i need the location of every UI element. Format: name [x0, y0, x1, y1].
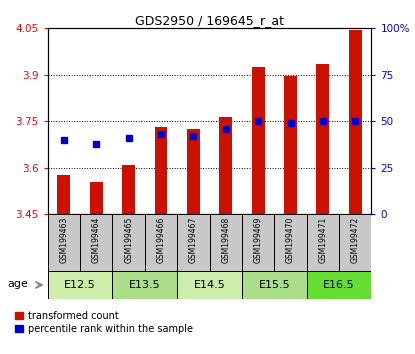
Bar	[187, 129, 200, 214]
Bar	[210, 214, 242, 271]
Text: GSM199471: GSM199471	[318, 217, 327, 263]
Bar	[316, 64, 330, 214]
Bar	[48, 271, 112, 299]
Bar	[242, 271, 307, 299]
Bar	[80, 214, 112, 271]
Text: GSM199468: GSM199468	[221, 217, 230, 263]
Bar	[307, 271, 371, 299]
Text: GSM199469: GSM199469	[254, 216, 263, 263]
Text: E16.5: E16.5	[323, 280, 355, 290]
Text: age: age	[7, 279, 28, 289]
Bar	[57, 176, 71, 214]
Bar	[307, 214, 339, 271]
Bar	[177, 214, 210, 271]
Bar	[154, 127, 168, 214]
Text: GSM199465: GSM199465	[124, 216, 133, 263]
Text: E13.5: E13.5	[129, 280, 161, 290]
Bar	[177, 271, 242, 299]
Text: GSM199464: GSM199464	[92, 216, 101, 263]
Bar	[274, 214, 307, 271]
Bar	[48, 214, 80, 271]
Bar	[122, 165, 135, 214]
Text: E12.5: E12.5	[64, 280, 96, 290]
Text: GSM199466: GSM199466	[156, 216, 166, 263]
Bar	[112, 271, 177, 299]
Legend: transformed count, percentile rank within the sample: transformed count, percentile rank withi…	[13, 309, 195, 336]
Bar	[251, 67, 265, 214]
Text: E14.5: E14.5	[194, 280, 225, 290]
Text: GSM199463: GSM199463	[59, 216, 68, 263]
Bar	[242, 214, 274, 271]
Bar	[284, 76, 297, 214]
Bar	[349, 30, 362, 214]
Bar	[90, 182, 103, 214]
Bar	[219, 116, 232, 214]
Bar	[339, 214, 371, 271]
Title: GDS2950 / 169645_r_at: GDS2950 / 169645_r_at	[135, 14, 284, 27]
Bar	[112, 214, 145, 271]
Text: GSM199470: GSM199470	[286, 216, 295, 263]
Text: GSM199472: GSM199472	[351, 217, 360, 263]
Bar	[145, 214, 177, 271]
Text: GSM199467: GSM199467	[189, 216, 198, 263]
Text: E15.5: E15.5	[259, 280, 290, 290]
